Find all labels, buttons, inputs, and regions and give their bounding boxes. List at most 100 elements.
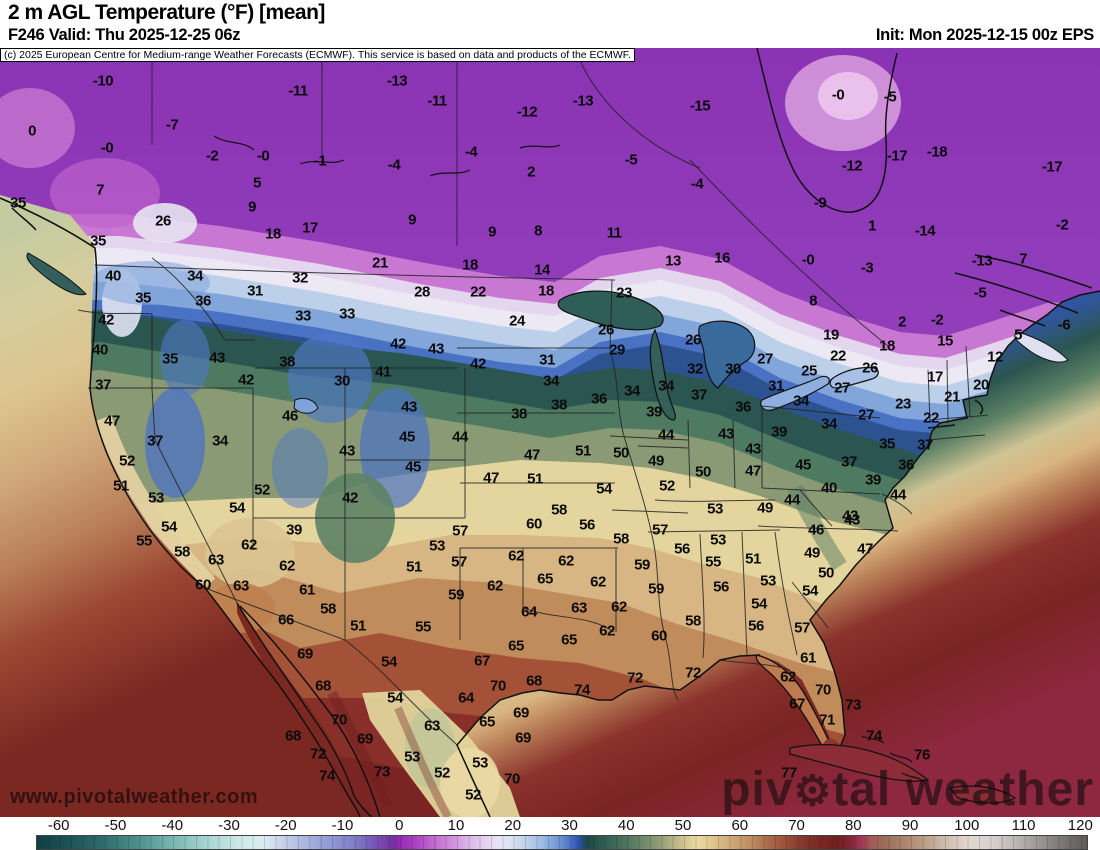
temp-label: 60 <box>651 627 667 645</box>
colorbar-legend: -60 -50 -40 -30 -20 -10 0 10 20 30 40 50 60 70 80 90 100… <box>0 817 1100 850</box>
temp-label: 70 <box>490 677 506 695</box>
warm-strip-california-coast <box>84 415 216 598</box>
temp-label: 64 <box>521 603 537 621</box>
temp-label: 39 <box>286 521 302 539</box>
temp-label: 36 <box>735 398 751 416</box>
temp-label: 35 <box>162 350 178 368</box>
temp-label: -0 <box>100 139 114 157</box>
temp-label: -5 <box>624 151 638 169</box>
temp-label: -2 <box>205 147 219 165</box>
temp-label: 56 <box>713 578 729 596</box>
colorbar-segments <box>37 836 1087 849</box>
temp-label: 21 <box>944 388 960 406</box>
temp-label: 53 <box>472 754 488 772</box>
temp-label: -10 <box>92 72 114 90</box>
temp-label: 70 <box>331 711 347 729</box>
temp-label: 69 <box>513 704 529 722</box>
temp-label: 47 <box>745 462 761 480</box>
temp-label: 63 <box>424 717 440 735</box>
temp-label: 39 <box>865 471 881 489</box>
hudson-bay-mild-core <box>818 72 878 120</box>
colorbar-tick-label: 20 <box>504 817 522 834</box>
temp-label: 62 <box>611 598 627 616</box>
temp-label: -4 <box>690 175 704 193</box>
logo-text-right: tal weather <box>832 763 1094 816</box>
temp-label: 40 <box>105 267 121 285</box>
temp-label: 12 <box>987 348 1003 366</box>
lake-michigan <box>649 328 676 421</box>
temp-label: 42 <box>238 371 254 389</box>
temp-label: 62 <box>487 577 503 595</box>
temp-label: 37 <box>917 436 933 454</box>
hudson-bay-coastline <box>756 48 898 213</box>
temp-label: 25 <box>801 362 817 380</box>
temp-label: 34 <box>187 267 203 285</box>
temp-label: 2 <box>898 313 906 331</box>
temp-label: 22 <box>470 283 486 301</box>
temp-label: -14 <box>914 222 936 240</box>
temp-label: 43 <box>745 440 761 458</box>
temp-label: 20 <box>973 376 989 394</box>
temp-label: 34 <box>793 392 809 410</box>
canadian-lakes <box>213 135 561 177</box>
temp-label: 30 <box>725 360 741 378</box>
temperature-map-graphic <box>0 48 1100 817</box>
temp-label: 77 <box>781 764 797 782</box>
bahamas <box>861 735 925 783</box>
temp-label: 36 <box>195 292 211 310</box>
temp-label: 31 <box>247 282 263 300</box>
temp-label: 35 <box>90 232 106 250</box>
temp-label: 37 <box>147 432 163 450</box>
temp-label: 5 <box>1014 326 1022 344</box>
temp-label: 18 <box>879 337 895 355</box>
temp-label: 54 <box>381 653 397 671</box>
temp-label: 51 <box>406 558 422 576</box>
logo-text-left: piv <box>721 763 794 816</box>
temp-label: 36 <box>898 456 914 474</box>
temp-label: 17 <box>927 368 943 386</box>
temp-label: 34 <box>543 372 559 390</box>
temp-label: 34 <box>821 415 837 433</box>
temp-label: 34 <box>212 432 228 450</box>
temp-label: 11 <box>606 224 622 242</box>
hispaniola <box>948 785 1017 804</box>
map-canvas[interactable]: -10 -11 0 -7 -0 -2 -0 -1 7 5 9 26 18 17 35 35 40 34 32 21 -1… <box>0 48 1100 817</box>
temp-label: 34 <box>658 377 674 395</box>
cold-pocket-sierra <box>145 388 205 498</box>
temp-label: 53 <box>710 531 726 549</box>
temp-label: 23 <box>616 284 632 302</box>
temp-label: 58 <box>685 612 701 630</box>
temp-label: 73 <box>374 763 390 781</box>
temp-label: 49 <box>648 452 664 470</box>
temp-label: -11 <box>427 92 447 110</box>
temp-label: 70 <box>504 770 520 788</box>
temp-label: 56 <box>674 540 690 558</box>
temp-label: -5 <box>883 88 897 106</box>
temp-label: 67 <box>474 652 490 670</box>
temp-label: 72 <box>685 664 701 682</box>
warm-patch-bc-coast <box>0 88 75 168</box>
temp-label: -13 <box>971 252 993 270</box>
temp-label: -6 <box>1057 316 1071 334</box>
temp-label: 7 <box>96 181 104 199</box>
colorbar-tick-label: 0 <box>395 817 404 834</box>
temp-label: 26 <box>685 331 701 349</box>
temp-label: 50 <box>695 463 711 481</box>
temp-label: 23 <box>895 395 911 413</box>
vancouver-island <box>26 252 87 296</box>
plateau-green-tinge <box>405 708 455 788</box>
temp-label: 42 <box>390 335 406 353</box>
temp-label: 53 <box>429 537 445 555</box>
temp-label: 74 <box>574 681 590 699</box>
temp-label: 9 <box>248 198 256 216</box>
temp-label: 54 <box>387 689 403 707</box>
temp-label: 37 <box>691 386 707 404</box>
temp-label: 72 <box>627 669 643 687</box>
temp-label: 67 <box>789 695 805 713</box>
atlantic-gulf-ocean <box>457 291 1100 817</box>
temp-label: -9 <box>813 194 827 212</box>
temp-label: 45 <box>405 458 421 476</box>
temp-label: 70 <box>815 681 831 699</box>
temp-label: 43 <box>844 511 860 529</box>
